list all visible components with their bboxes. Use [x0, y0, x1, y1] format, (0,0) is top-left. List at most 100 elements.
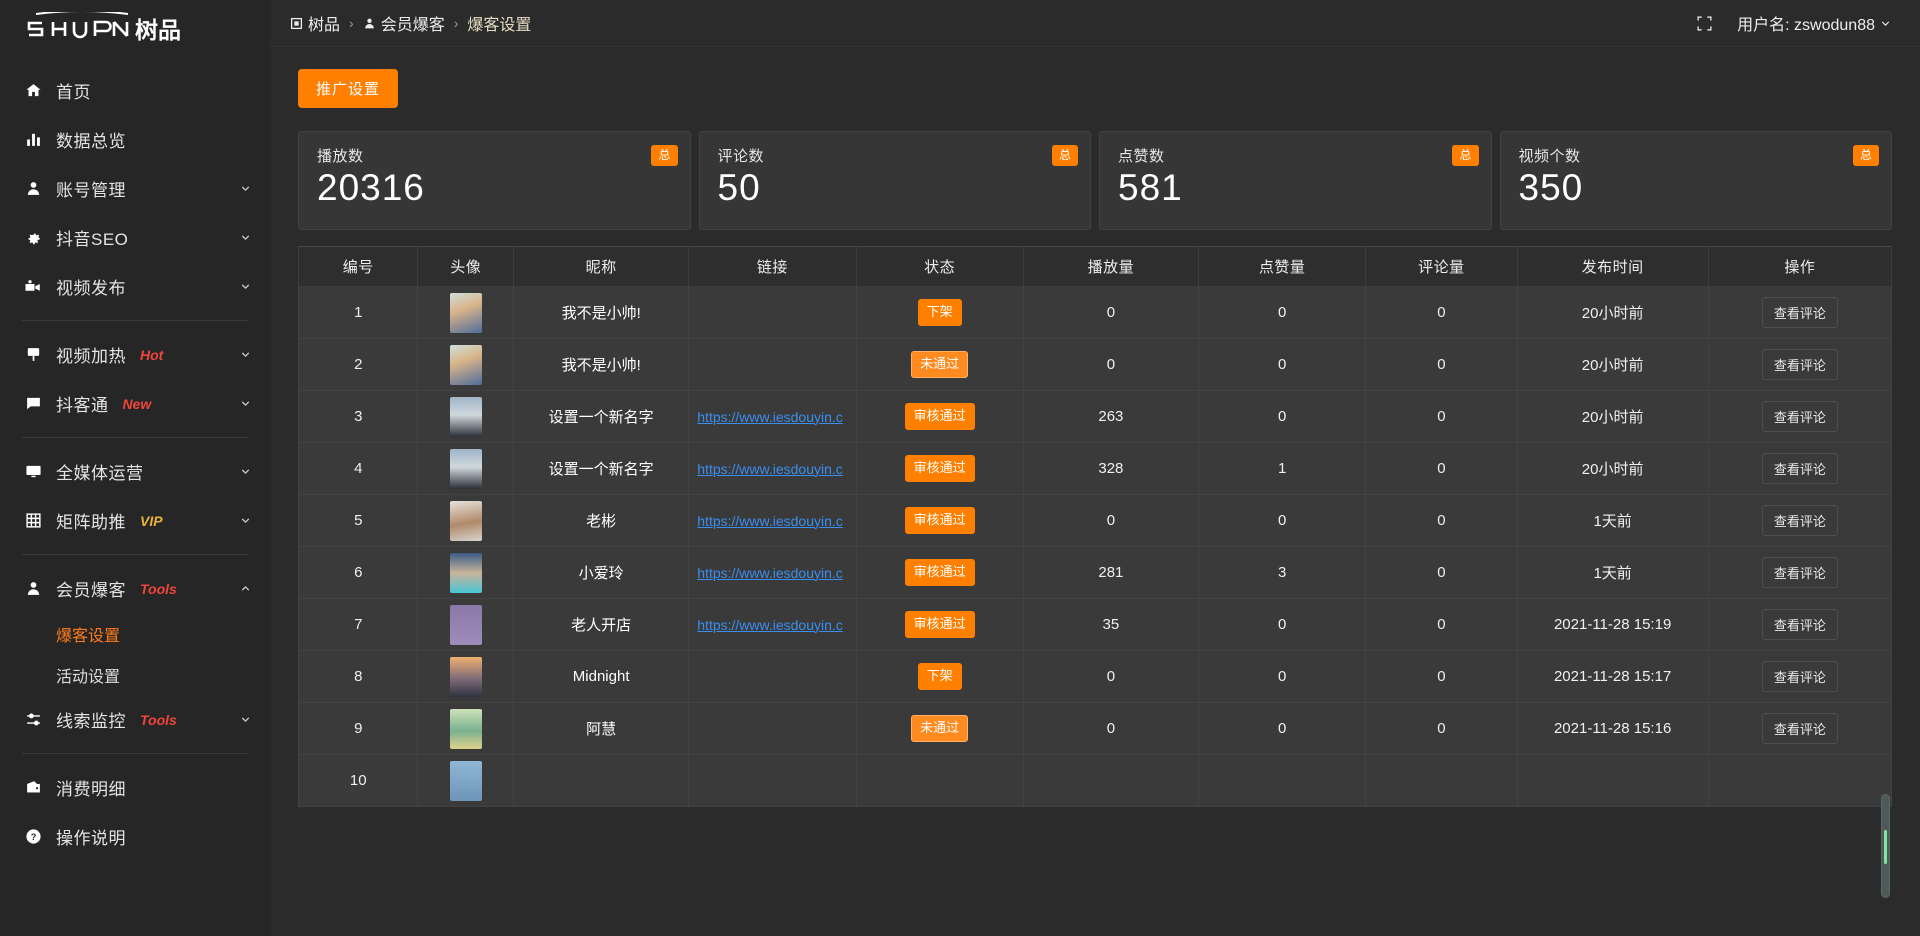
- publish-time: 1天前: [1593, 513, 1632, 530]
- cell-comments: 0: [1365, 286, 1518, 339]
- user-menu[interactable]: 用户名: zswodun88: [1737, 11, 1892, 35]
- cell-link: https://www.iesdouyin.c: [688, 598, 857, 651]
- cell-index: 2: [297, 338, 419, 391]
- chevron-up-icon[interactable]: [239, 582, 252, 595]
- grid-icon: [22, 512, 44, 529]
- chevron-down-icon[interactable]: [239, 348, 252, 361]
- column-header-actions: 操作: [1707, 246, 1893, 287]
- cell-likes: 0: [1197, 286, 1367, 339]
- svg-text:?: ?: [30, 832, 36, 842]
- chevron-down-icon[interactable]: [239, 397, 252, 410]
- chevron-down-icon[interactable]: [239, 280, 252, 293]
- cell-plays: 263: [1022, 390, 1199, 443]
- sidebar-item-matrix-boost[interactable]: 矩阵助推 VIP: [0, 496, 270, 545]
- chevron-down-icon[interactable]: [239, 713, 252, 726]
- column-header-publish-time: 发布时间: [1516, 246, 1709, 287]
- user-icon: [363, 17, 376, 30]
- stat-label: 评论数: [717, 148, 765, 165]
- vertical-scrollbar[interactable]: [1881, 794, 1890, 898]
- chevron-down-icon[interactable]: [239, 182, 252, 195]
- sidebar-item-douketong[interactable]: 抖客通 New: [0, 379, 270, 428]
- sidebar-item-consumption-detail[interactable]: 消费明细: [0, 763, 270, 812]
- stat-label: 播放数: [317, 148, 364, 165]
- sidebar-item-omnimedia[interactable]: 全媒体运营: [0, 447, 270, 496]
- plays-value: 0: [1106, 668, 1116, 685]
- breadcrumb-item-root[interactable]: 树品: [290, 11, 340, 35]
- cell-avatar: [417, 338, 515, 391]
- video-link[interactable]: https://www.iesdouyin.c: [697, 460, 843, 477]
- video-link[interactable]: https://www.iesdouyin.c: [697, 564, 843, 581]
- status-badge: 总: [1452, 145, 1479, 166]
- view-comments-button[interactable]: 查看评论: [1761, 297, 1838, 328]
- cell-status: 审核通过: [855, 494, 1024, 547]
- sidebar-subitem-activity-settings[interactable]: 活动设置: [0, 654, 270, 695]
- rocket-icon: [22, 346, 44, 363]
- fullscreen-icon[interactable]: [1696, 15, 1713, 32]
- plays-value: 263: [1098, 408, 1124, 425]
- sidebar-item-member-baoke[interactable]: 会员爆客 Tools: [0, 564, 270, 613]
- cell-comments: 0: [1365, 702, 1518, 755]
- nickname: 我不是小帅!: [561, 305, 641, 322]
- view-comments-button[interactable]: 查看评论: [1761, 557, 1838, 588]
- comments-value: 0: [1437, 408, 1446, 425]
- sidebar-item-account-management[interactable]: 账号管理: [0, 164, 270, 213]
- cell-index: 4: [297, 442, 419, 495]
- cell-status: 下架: [855, 286, 1024, 339]
- cell-status: 下架: [855, 650, 1024, 703]
- view-comments-button[interactable]: 查看评论: [1761, 349, 1838, 380]
- sidebar-item-douyin-seo[interactable]: 抖音SEO: [0, 213, 270, 262]
- plays-value: 0: [1106, 720, 1116, 737]
- sidebar-subitem-baoke-settings[interactable]: 爆客设置: [0, 613, 270, 654]
- chevron-down-icon[interactable]: [239, 465, 252, 478]
- chevron-down-icon[interactable]: [239, 231, 252, 244]
- cell-publish-time: 2021-11-28 15:17: [1516, 650, 1709, 703]
- table-row: 10: [297, 754, 1893, 807]
- comments-value: 0: [1437, 564, 1446, 581]
- column-header-nickname: 昵称: [513, 246, 690, 287]
- plays-value: 0: [1106, 512, 1116, 529]
- video-link[interactable]: https://www.iesdouyin.c: [697, 512, 843, 529]
- sidebar-item-home[interactable]: 首页: [0, 66, 270, 115]
- view-comments-button[interactable]: 查看评论: [1761, 609, 1838, 640]
- breadcrumb-item-member-baoke[interactable]: 会员爆客: [363, 11, 445, 35]
- user-name-label: 用户名: zswodun88: [1737, 17, 1875, 34]
- avatar: [449, 656, 482, 697]
- row-index: 6: [354, 564, 363, 581]
- cell-plays: 0: [1022, 702, 1199, 755]
- publish-time: 1天前: [1593, 565, 1632, 582]
- sidebar-item-label: 数据总览: [56, 132, 126, 151]
- sidebar-item-tag: Hot: [140, 346, 164, 363]
- video-link[interactable]: https://www.iesdouyin.c: [697, 616, 843, 633]
- view-comments-button[interactable]: 查看评论: [1761, 401, 1838, 432]
- chevron-down-icon[interactable]: [239, 514, 252, 527]
- view-comments-button[interactable]: 查看评论: [1761, 713, 1838, 744]
- sidebar-subitem-label: 活动设置: [56, 668, 121, 686]
- cell-likes: 0: [1197, 390, 1367, 443]
- cell-avatar: [417, 702, 515, 755]
- top-bar: 树品 › 会员爆客 › 爆客设置 用户名:: [270, 0, 1920, 47]
- page-content: 推广设置 播放数 20316 总 评论数 50 总 点赞数 581 总: [270, 47, 1920, 936]
- cell-plays: 0: [1022, 494, 1199, 547]
- sidebar-item-video-publish[interactable]: 视频发布: [0, 262, 270, 311]
- view-comments-button[interactable]: 查看评论: [1761, 661, 1838, 692]
- cell-actions: 查看评论: [1707, 598, 1893, 651]
- view-comments-button[interactable]: 查看评论: [1761, 453, 1838, 484]
- publish-time: 20小时前: [1581, 409, 1644, 426]
- cell-nickname: Midnight: [513, 650, 690, 703]
- sidebar-nav: 首页 数据总览 账号管理 抖音: [0, 60, 270, 861]
- sidebar-item-data-overview[interactable]: 数据总览: [0, 115, 270, 164]
- sidebar: 树品 首页 数据总览 账号管理: [0, 0, 270, 936]
- stat-value: 50: [717, 167, 761, 208]
- chevron-down-icon: [1879, 17, 1892, 30]
- sidebar-item-instructions[interactable]: ? 操作说明: [0, 812, 270, 861]
- brand-logo[interactable]: 树品: [0, 0, 270, 60]
- sidebar-item-label: 会员爆客: [56, 581, 126, 600]
- cell-comments: 0: [1365, 390, 1518, 443]
- sidebar-item-lead-monitor[interactable]: 线索监控 Tools: [0, 695, 270, 744]
- video-link[interactable]: https://www.iesdouyin.c: [697, 408, 843, 425]
- promotion-settings-button[interactable]: 推广设置: [298, 69, 399, 108]
- svg-text:树品: 树品: [135, 18, 181, 44]
- view-comments-button[interactable]: 查看评论: [1761, 505, 1838, 536]
- sidebar-item-video-boost[interactable]: 视频加热 Hot: [0, 330, 270, 379]
- cell-avatar: [417, 598, 515, 651]
